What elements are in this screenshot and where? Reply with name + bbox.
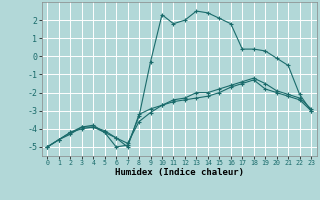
X-axis label: Humidex (Indice chaleur): Humidex (Indice chaleur) [115, 168, 244, 177]
